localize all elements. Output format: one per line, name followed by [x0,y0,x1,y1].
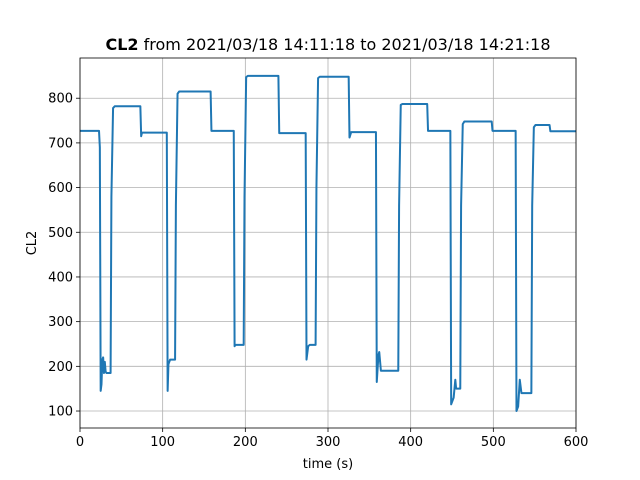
y-tick-label: 200 [48,360,73,375]
x-tick-label: 600 [564,435,589,450]
x-tick-label: 100 [150,435,175,450]
series-line [80,74,576,413]
y-tick-label: 300 [48,315,73,330]
y-tick-label: 400 [48,270,73,285]
y-tick-label: 600 [48,181,73,196]
series-group [80,74,576,413]
grid-lines [79,58,577,428]
x-tick-label: 0 [76,435,84,450]
chart-title-rest: from 2021/03/18 14:11:18 to 2021/03/18 1… [139,35,551,54]
y-tick-label: 100 [48,405,73,420]
x-axis-label: time (s) [303,457,353,472]
y-tick-label: 800 [48,92,73,107]
x-tick-label: 200 [233,435,258,450]
chart-title: CL2 from 2021/03/18 14:11:18 to 2021/03/… [105,35,550,54]
y-tick-label: 700 [48,136,73,151]
y-tick-label: 500 [48,226,73,241]
chart-title-bold: CL2 [105,35,138,54]
x-tick-label: 400 [398,435,423,450]
y-axis-label: CL2 [25,231,40,256]
axis-ticks: 0 100 200 300 400 500 600100200300400500600700… [48,92,588,450]
x-tick-label: 500 [481,435,506,450]
x-tick-label: 300 [316,435,341,450]
